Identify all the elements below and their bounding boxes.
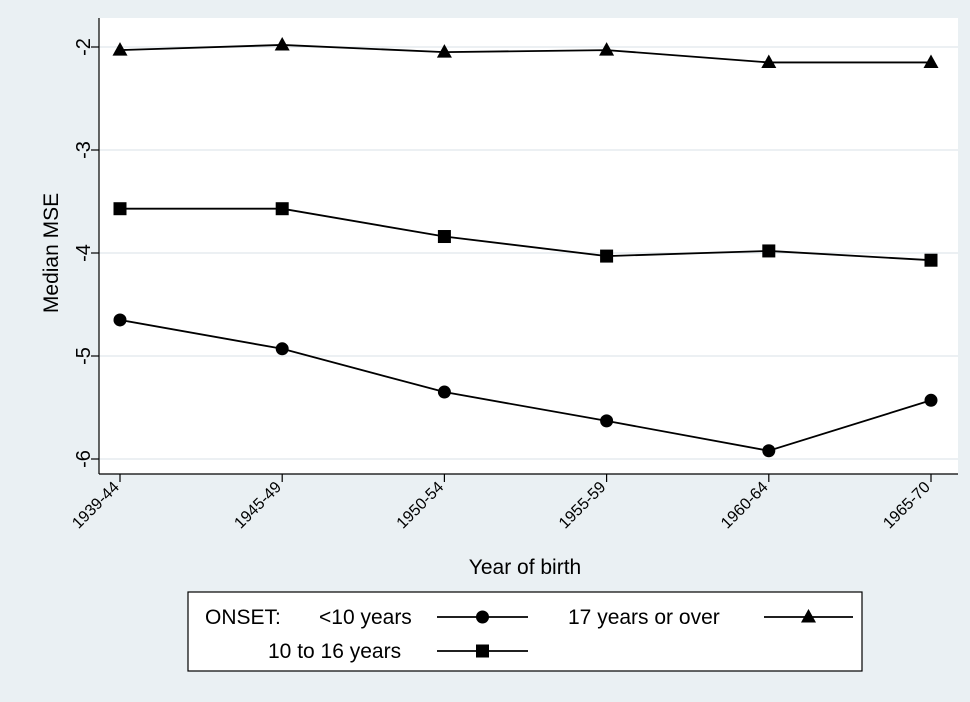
data-point xyxy=(274,36,290,51)
series-square xyxy=(113,202,938,267)
data-point xyxy=(437,385,451,399)
y-tick-label: -4 xyxy=(73,244,95,262)
data-point xyxy=(275,342,289,356)
legend-marker xyxy=(476,644,489,658)
y-tick-label: -3 xyxy=(73,141,95,159)
data-point xyxy=(113,202,127,216)
y-tick-label: -2 xyxy=(73,38,95,56)
data-point xyxy=(600,414,614,428)
series-circle xyxy=(113,313,938,458)
y-tick-label: -5 xyxy=(73,347,95,365)
legend-item: <10 years xyxy=(319,606,528,629)
data-point xyxy=(600,249,614,263)
data-point xyxy=(761,54,777,68)
legend-box xyxy=(187,591,863,672)
legend-label: <10 years xyxy=(319,606,412,629)
data-point xyxy=(924,253,938,267)
legend: ONSET: <10 years 17 years or over 10 to 16… xyxy=(187,591,863,672)
data-point xyxy=(437,230,451,244)
series-triangle xyxy=(112,36,939,68)
series-line xyxy=(120,207,932,262)
legend-label: 17 years or over xyxy=(568,606,720,629)
data-point xyxy=(436,44,452,58)
series-line xyxy=(119,319,932,452)
data-point xyxy=(923,54,939,68)
data-point xyxy=(113,313,127,327)
series xyxy=(112,36,939,458)
legend-item: 17 years or over xyxy=(568,606,853,629)
legend-marker xyxy=(801,609,816,623)
y-ticks: -2 -3 -4 -5 -6 xyxy=(73,38,99,468)
legend-title: ONSET: xyxy=(205,606,281,629)
legend-marker xyxy=(476,610,489,624)
y-tick-label: -6 xyxy=(73,450,95,468)
legend-item: 10 to 16 years xyxy=(268,640,528,663)
x-axis-title: Year of birth xyxy=(469,556,581,579)
data-point xyxy=(112,42,128,56)
axes xyxy=(98,18,958,475)
legend-label: 10 to 16 years xyxy=(268,640,401,663)
data-point xyxy=(762,444,776,458)
data-point xyxy=(762,244,776,258)
data-point xyxy=(924,393,938,407)
y-axis-title: Median MSE xyxy=(40,193,63,313)
data-point xyxy=(599,42,615,56)
series-line xyxy=(119,44,931,64)
data-point xyxy=(275,202,289,216)
